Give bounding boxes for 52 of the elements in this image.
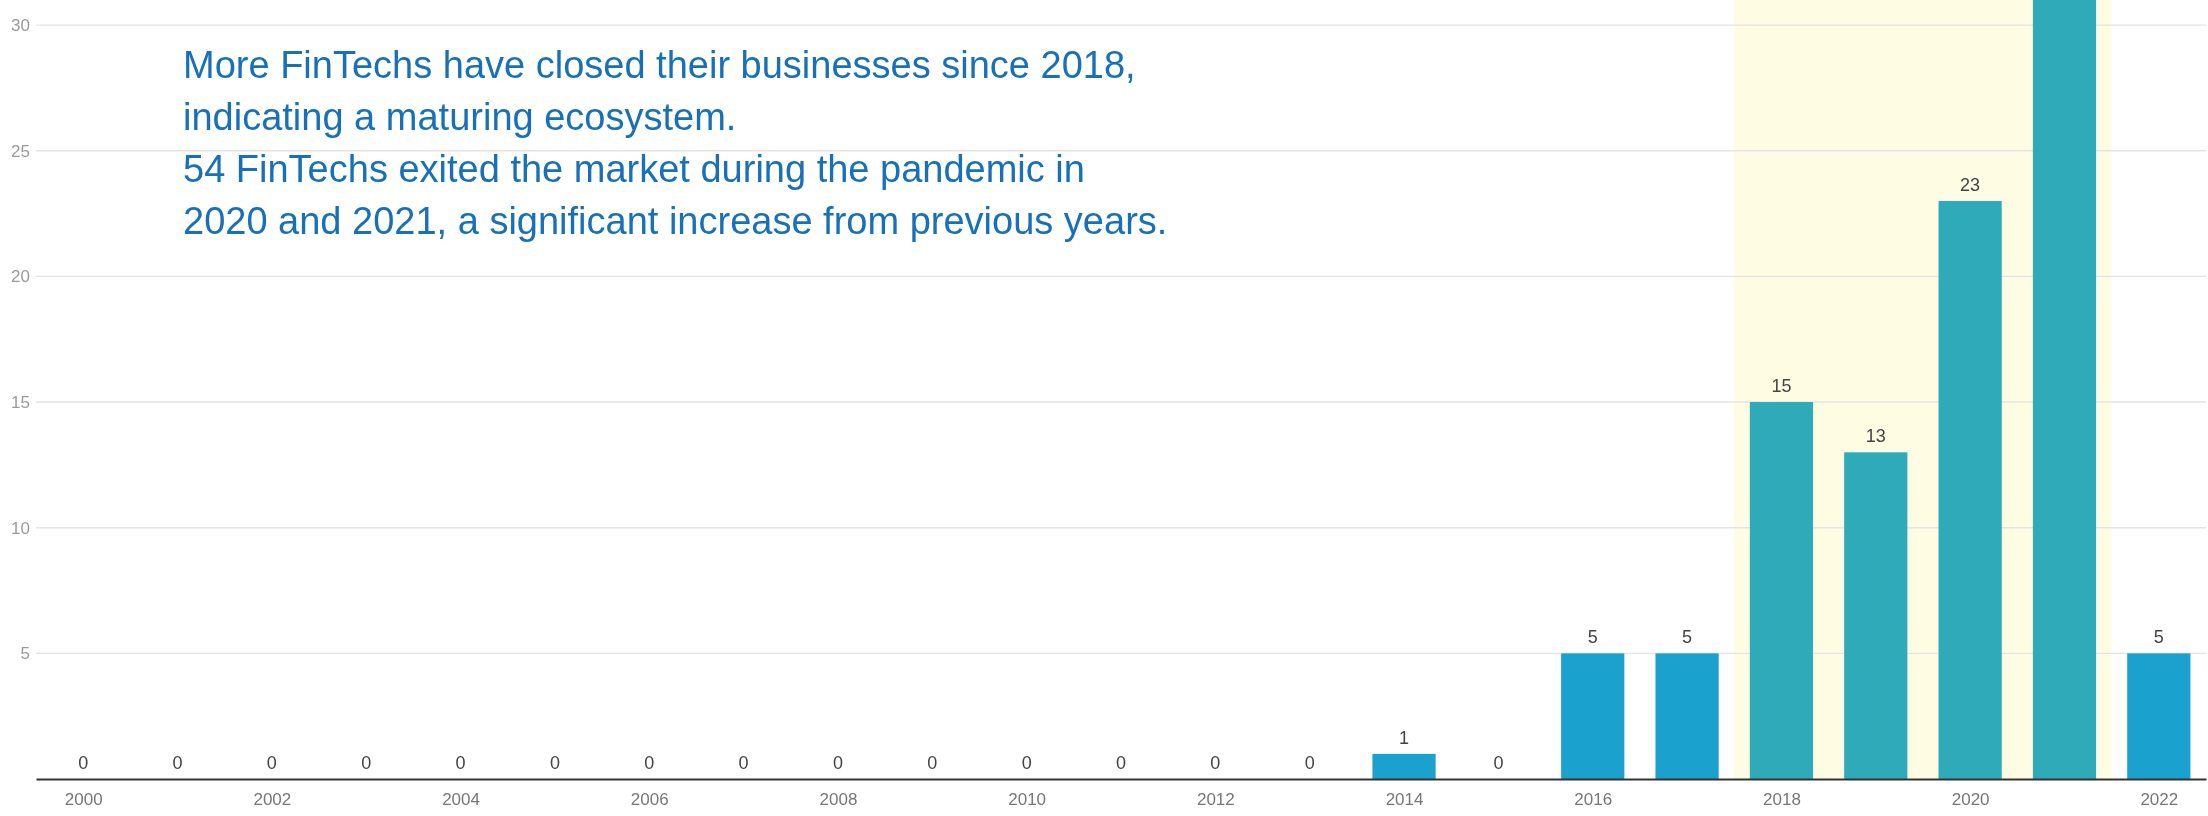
data-label: 15 bbox=[1771, 376, 1792, 397]
x-tick-label: 2014 bbox=[1385, 790, 1424, 810]
data-label: 0 bbox=[266, 753, 277, 773]
data-label: 0 bbox=[1021, 753, 1032, 773]
y-tick-label: 5 bbox=[20, 644, 30, 664]
data-label: 5 bbox=[1682, 627, 1693, 648]
x-tick-label: 2006 bbox=[630, 790, 669, 810]
y-tick-label: 10 bbox=[11, 518, 30, 538]
data-label: 0 bbox=[1493, 753, 1504, 773]
data-label: 0 bbox=[549, 753, 560, 773]
data-label: 13 bbox=[1865, 426, 1886, 447]
x-tick-label: 2008 bbox=[819, 790, 858, 810]
x-tick-label: 2002 bbox=[253, 790, 292, 810]
x-tick-label: 2016 bbox=[1574, 790, 1613, 810]
y-tick-label: 30 bbox=[11, 16, 30, 36]
data-label: 0 bbox=[455, 753, 466, 773]
bar bbox=[1844, 452, 1908, 779]
x-tick-label: 2022 bbox=[2140, 790, 2179, 810]
annotation: indicating a maturing ecosystem. bbox=[183, 96, 737, 138]
x-tick-label: 2000 bbox=[64, 790, 103, 810]
annotation: 54 FinTechs exited the market during the pandemic in bbox=[183, 148, 1085, 190]
data-label: 0 bbox=[361, 753, 372, 773]
data-label: 0 bbox=[172, 753, 183, 773]
bar bbox=[2032, 0, 2097, 779]
bar bbox=[2127, 653, 2191, 779]
data-label: 0 bbox=[927, 753, 938, 773]
annotation: More FinTechs have closed their businesses since 2018, bbox=[183, 44, 1136, 86]
annotation: 2020 and 2021, a significant increase from previous years. bbox=[183, 200, 1168, 242]
data-label: 0 bbox=[1210, 753, 1221, 773]
bar bbox=[1655, 653, 1719, 779]
bar bbox=[1372, 753, 1436, 779]
data-label: 0 bbox=[644, 753, 655, 773]
data-label: 0 bbox=[738, 753, 749, 773]
data-label: 0 bbox=[832, 753, 843, 773]
y-tick-label: 25 bbox=[11, 141, 30, 161]
x-tick-label: 2018 bbox=[1763, 790, 1801, 810]
data-label: 5 bbox=[1587, 627, 1598, 648]
y-tick-label: 15 bbox=[11, 393, 30, 412]
data-label: 0 bbox=[1115, 753, 1127, 773]
x-tick-label: 2004 bbox=[442, 790, 480, 810]
y-tick-label: 20 bbox=[11, 267, 30, 287]
x-tick-label: 2010 bbox=[1008, 790, 1047, 810]
data-label: 5 bbox=[2153, 627, 2164, 648]
bar bbox=[1938, 201, 2002, 779]
x-tick-label: 2012 bbox=[1196, 790, 1235, 810]
bar bbox=[1749, 402, 1814, 779]
data-label: 0 bbox=[1304, 753, 1315, 773]
data-label: 23 bbox=[1960, 175, 1981, 196]
x-tick-label: 2020 bbox=[1951, 790, 1990, 810]
bar bbox=[1561, 653, 1625, 779]
data-label: 1 bbox=[1399, 727, 1410, 748]
data-label: 0 bbox=[78, 753, 89, 773]
